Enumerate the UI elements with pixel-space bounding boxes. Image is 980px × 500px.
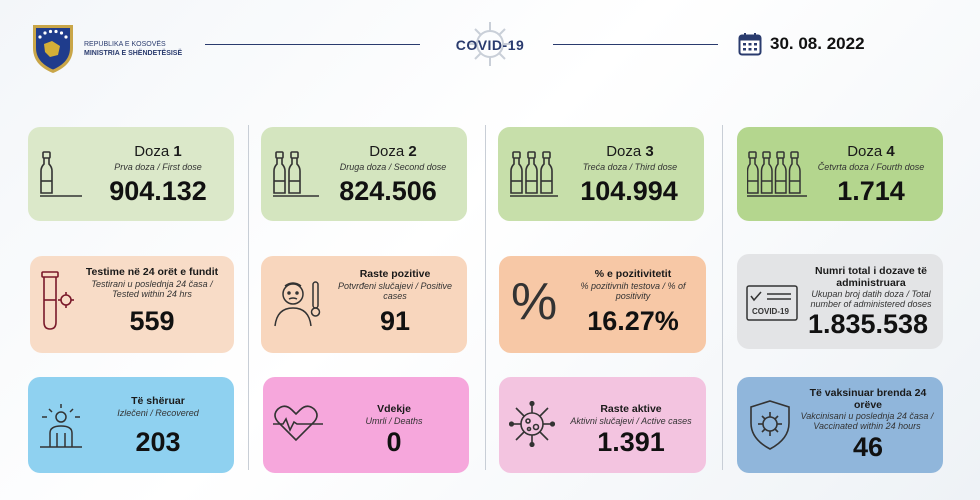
vaccinated-24h-value: 46 [852,432,884,462]
three-vials-icon [510,151,558,197]
tests-title: Testime në 24 orët e fundit [85,266,219,278]
dose-4-card: Doza 4 Četvrta doza / Fourth dose 1.714 [737,127,943,221]
deaths-card: Vdekje Umrli / Deaths 0 [263,377,469,473]
virus-watermark-icon [469,22,511,66]
dose-4-label: Doza [847,143,883,160]
dose-2-subtitle: Druga doza / Second dose [339,162,447,172]
recovered-subtitle: Izlečeni / Recovered [117,408,199,418]
dose-1-value: 904.132 [109,176,207,206]
covid19-certificate-icon: COVID-19 [746,285,798,321]
topic-title: COVID-19 [455,37,525,53]
dose-4-title: Doza 4 [803,143,939,160]
virus-icon [509,401,555,447]
kosovo-emblem-icon [33,25,73,73]
deaths-subtitle: Umrli / Deaths [365,416,423,426]
total-doses-card: COVID-19 Numri total i dozave të adminis… [737,254,943,349]
dose-2-card: Doza 2 Druga doza / Second dose 824.506 [261,127,467,221]
calendar-icon [738,33,762,56]
active-subtitle: Aktivni slučajevi / Active cases [570,416,692,426]
dose-3-subtitle: Treća doza / Third dose [582,162,678,172]
dose-4-subtitle: Četvrta doza / Fourth dose [817,162,925,172]
positive-value: 91 [379,306,411,336]
header-divider-right [553,44,718,45]
header: REPUBLIKA E KOSOVËS MINISTRIA E SHËNDETË… [0,0,980,95]
four-vials-icon [747,151,807,197]
vaccinated-24h-card: Të vaksinuar brenda 24 orëve Vakcinisani… [737,377,943,473]
deaths-title: Vdekje [377,403,411,415]
certificate-label: COVID-19 [752,307,789,316]
dose-2-value: 824.506 [339,176,437,206]
dose-3-number: 3 [645,143,654,160]
column-divider-2 [485,125,486,470]
deaths-value: 0 [386,427,402,457]
positivity-value: 16.27% [587,306,679,336]
percent-icon: % [511,273,558,331]
positive-title: Raste pozitive [359,268,431,280]
date-text: 30. 08. 2022 [770,34,865,53]
dose-3-title: Doza 3 [560,143,700,160]
column-divider-1 [248,125,249,470]
tests-subtitle: Testirani u poslednja 24 časa / Tested w… [91,279,213,299]
dose-1-subtitle: Prva doza / First dose [114,162,202,172]
dose-1-label: Doza [134,143,170,160]
positivity-title: % e pozitivitetit [594,268,672,280]
positive-subtitle: Potvrđeni slučajevi / Positive cases [337,281,453,301]
dose-4-number: 4 [886,143,895,160]
vaccinated-24h-subtitle: Vakcinisani u poslednja 24 časa / Vaccin… [800,411,934,431]
positive-card: Raste pozitive Potvrđeni slučajevi / Pos… [261,256,467,353]
test-tube-icon [41,271,74,330]
positivity-card: % % e pozitivitetit % pozitivnih testova… [499,256,706,353]
column-divider-3 [722,125,723,470]
recovered-title: Të shëruar [131,395,185,407]
ministry-name: REPUBLIKA E KOSOVËS MINISTRIA E SHËNDETË… [84,40,182,58]
vaccinated-24h-title: Të vaksinuar brenda 24 orëve [809,387,927,411]
dose-1-card: Doza 1 Prva doza / First dose 904.132 [28,127,234,221]
active-title: Raste aktive [600,403,662,415]
dose-2-title: Doza 2 [323,143,463,160]
tests-card: Testime në 24 orët e fundit Testirani u … [30,256,234,353]
dose-3-label: Doza [606,143,642,160]
topic-badge: COVID-19 [440,20,540,70]
dose-1-title: Doza 1 [88,143,228,160]
vial-icon [40,151,82,197]
dose-2-number: 2 [408,143,417,160]
sick-person-icon [274,281,321,327]
active-card: Raste aktive Aktivni slučajevi / Active … [499,377,706,473]
tests-value: 559 [129,306,175,336]
org-line-2: MINISTRIA E SHËNDETËSISË [84,50,183,57]
active-value: 1.391 [597,427,665,457]
dose-1-number: 1 [173,143,182,160]
dose-3-card: Doza 3 Treća doza / Third dose 104.994 [498,127,704,221]
dose-2-label: Doza [369,143,405,160]
total-doses-subtitle: Ukupan broj datih doza / Total number of… [810,289,932,309]
dose-3-value: 104.994 [580,176,678,206]
org-line-1: REPUBLIKA E KOSOVËS [84,41,166,48]
positivity-subtitle: % pozitivnih testova / % of positivity [580,281,686,301]
dose-4-value: 1.714 [837,176,905,206]
recovered-person-icon [40,404,82,448]
report-date: 30. 08. 2022 [738,32,865,56]
recovered-card: Të shëruar Izlečeni / Recovered 203 [28,377,234,473]
shield-virus-icon [750,400,790,450]
total-doses-value: 1.835.538 [807,309,929,339]
recovered-value: 203 [135,427,181,457]
two-vials-icon [273,151,319,197]
header-divider-left [205,44,420,45]
heart-pulse-icon [273,405,323,442]
total-doses-title: Numri total i dozave të administruara [814,265,928,289]
